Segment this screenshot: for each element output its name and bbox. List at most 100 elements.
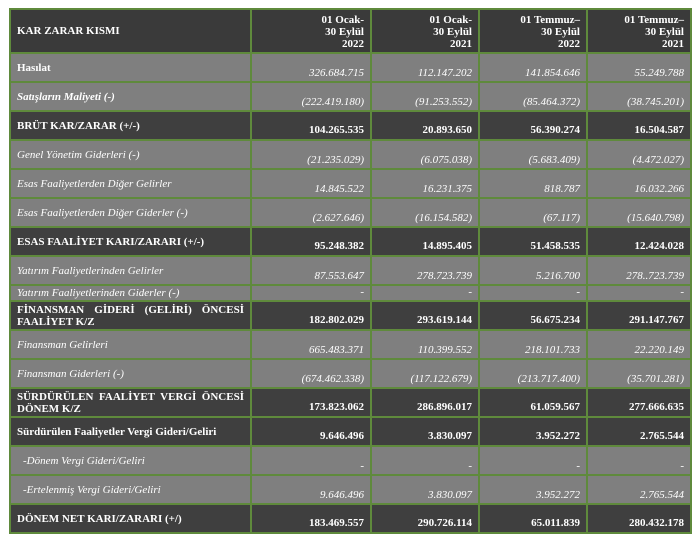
- cell-value: 291.147.767: [588, 302, 692, 331]
- row-label: Finansman Giderleri (-): [9, 360, 252, 389]
- cell-value: 110.399.552: [372, 331, 480, 360]
- cell-value: 104.265.535: [252, 112, 372, 141]
- cell-value: 65.011.839: [480, 505, 588, 534]
- cell-value: (16.154.582): [372, 199, 480, 228]
- cell-value: -: [480, 286, 588, 302]
- table-row: -Ertelenmiş Vergi Gideri/Geliri 9.646.49…: [9, 476, 692, 505]
- cell-value: 5.216.700: [480, 257, 588, 286]
- cell-value: -: [588, 286, 692, 302]
- cell-value: -: [588, 447, 692, 476]
- cell-value: 51.458.535: [480, 228, 588, 257]
- table-row: Satışların Maliyeti (-) (222.419.180) (9…: [9, 83, 692, 112]
- row-label: -Ertelenmiş Vergi Gideri/Geliri: [9, 476, 252, 505]
- income-statement-table: KAR ZARAR KISMI 01 Ocak- 30 Eylül 2022 01 …: [9, 8, 692, 534]
- cell-value: (4.472.027): [588, 141, 692, 170]
- table-row: Finansman Gelirleri 665.483.371 110.399.…: [9, 331, 692, 360]
- cell-value: 3.952.272: [480, 418, 588, 447]
- cell-value: 293.619.144: [372, 302, 480, 331]
- cell-value: 16.032.266: [588, 170, 692, 199]
- header-row: KAR ZARAR KISMI 01 Ocak- 30 Eylül 2022 01 …: [9, 8, 692, 54]
- row-label: -Dönem Vergi Gideri/Geliri: [9, 447, 252, 476]
- cell-value: 16.231.375: [372, 170, 480, 199]
- row-label: Esas Faaliyetlerden Diğer Gelirler: [9, 170, 252, 199]
- table-row: Sürdürülen Faaliyetler Vergi Gideri/Geli…: [9, 418, 692, 447]
- cell-value: 173.823.062: [252, 389, 372, 418]
- table-row: ESAS FAALİYET KARI/ZARARI (+/-) 95.248.3…: [9, 228, 692, 257]
- cell-value: (213.717.400): [480, 360, 588, 389]
- cell-value: 22.220.149: [588, 331, 692, 360]
- cell-value: 665.483.371: [252, 331, 372, 360]
- cell-value: 3.830.097: [372, 476, 480, 505]
- cell-value: 9.646.496: [252, 418, 372, 447]
- cell-value: 818.787: [480, 170, 588, 199]
- cell-value: 2.765.544: [588, 476, 692, 505]
- row-label: ESAS FAALİYET KARI/ZARARI (+/-): [9, 228, 252, 257]
- cell-value: 182.802.029: [252, 302, 372, 331]
- row-label: Finansman Gelirleri: [9, 331, 252, 360]
- table-row: Hasılat 326.684.715 112.147.202 141.854.…: [9, 54, 692, 83]
- cell-value: -: [252, 286, 372, 302]
- cell-value: (85.464.372): [480, 83, 588, 112]
- cell-value: (67.117): [480, 199, 588, 228]
- table-row: Yatırım Faaliyetlerinden Gelirler 87.553…: [9, 257, 692, 286]
- cell-value: (21.235.029): [252, 141, 372, 170]
- cell-value: 61.059.567: [480, 389, 588, 418]
- cell-value: 9.646.496: [252, 476, 372, 505]
- table-row: Esas Faaliyetlerden Diğer Gelirler 14.84…: [9, 170, 692, 199]
- column-header-jul-sep-2022: 01 Temmuz– 30 Eylül 2022: [480, 8, 588, 54]
- cell-value: 14.895.405: [372, 228, 480, 257]
- row-label: FİNANSMAN GİDERİ (GELİRİ) ÖNCESİ FAALİYE…: [9, 302, 252, 331]
- column-header-jan-sep-2021: 01 Ocak- 30 Eylül 2021: [372, 8, 480, 54]
- cell-value: -: [480, 447, 588, 476]
- table-row: Finansman Giderleri (-) (674.462.338) (1…: [9, 360, 692, 389]
- cell-value: 278.723.739: [372, 257, 480, 286]
- cell-value: -: [372, 286, 480, 302]
- table-row: DÖNEM NET KARI/ZARARI (+/) 183.469.557 2…: [9, 505, 692, 534]
- column-header-jul-sep-2021: 01 Temmuz– 30 Eylül 2021: [588, 8, 692, 54]
- cell-value: (15.640.798): [588, 199, 692, 228]
- cell-value: 112.147.202: [372, 54, 480, 83]
- cell-value: 16.504.587: [588, 112, 692, 141]
- row-label: SÜRDÜRÜLEN FAALİYET VERGİ ÖNCESİ DÖNEM K…: [9, 389, 252, 418]
- cell-value: 218.101.733: [480, 331, 588, 360]
- column-header-jan-sep-2022: 01 Ocak- 30 Eylül 2022: [252, 8, 372, 54]
- table-title: KAR ZARAR KISMI: [9, 8, 252, 54]
- cell-value: 87.553.647: [252, 257, 372, 286]
- cell-value: 2.765.544: [588, 418, 692, 447]
- row-label: Sürdürülen Faaliyetler Vergi Gideri/Geli…: [9, 418, 252, 447]
- cell-value: (674.462.338): [252, 360, 372, 389]
- cell-value: 326.684.715: [252, 54, 372, 83]
- cell-value: 20.893.650: [372, 112, 480, 141]
- cell-value: 183.469.557: [252, 505, 372, 534]
- cell-value: 3.952.272: [480, 476, 588, 505]
- cell-value: 280.432.178: [588, 505, 692, 534]
- table-row: -Dönem Vergi Gideri/Geliri - - - -: [9, 447, 692, 476]
- cell-value: (91.253.552): [372, 83, 480, 112]
- cell-value: (38.745.201): [588, 83, 692, 112]
- cell-value: (222.419.180): [252, 83, 372, 112]
- cell-value: 56.675.234: [480, 302, 588, 331]
- cell-value: 278..723.739: [588, 257, 692, 286]
- row-label: BRÜT KAR/ZARAR (+/-): [9, 112, 252, 141]
- cell-value: -: [252, 447, 372, 476]
- table-row: Genel Yönetim Giderleri (-) (21.235.029)…: [9, 141, 692, 170]
- cell-value: 290.726.114: [372, 505, 480, 534]
- cell-value: (117.122.679): [372, 360, 480, 389]
- cell-value: 12.424.028: [588, 228, 692, 257]
- cell-value: 141.854.646: [480, 54, 588, 83]
- table-row: Yatırım Faaliyetlerinden Giderler (-) - …: [9, 286, 692, 302]
- row-label: Esas Faaliyetlerden Diğer Giderler (-): [9, 199, 252, 228]
- cell-value: 286.896.017: [372, 389, 480, 418]
- cell-value: 56.390.274: [480, 112, 588, 141]
- cell-value: 95.248.382: [252, 228, 372, 257]
- cell-value: (6.075.038): [372, 141, 480, 170]
- cell-value: -: [372, 447, 480, 476]
- table-row: FİNANSMAN GİDERİ (GELİRİ) ÖNCESİ FAALİYE…: [9, 302, 692, 331]
- table-row: SÜRDÜRÜLEN FAALİYET VERGİ ÖNCESİ DÖNEM K…: [9, 389, 692, 418]
- row-label: Yatırım Faaliyetlerinden Gelirler: [9, 257, 252, 286]
- row-label: DÖNEM NET KARI/ZARARI (+/): [9, 505, 252, 534]
- cell-value: (5.683.409): [480, 141, 588, 170]
- row-label: Satışların Maliyeti (-): [9, 83, 252, 112]
- row-label: Hasılat: [9, 54, 252, 83]
- income-statement: KAR ZARAR KISMI 01 Ocak- 30 Eylül 2022 01 …: [9, 8, 692, 534]
